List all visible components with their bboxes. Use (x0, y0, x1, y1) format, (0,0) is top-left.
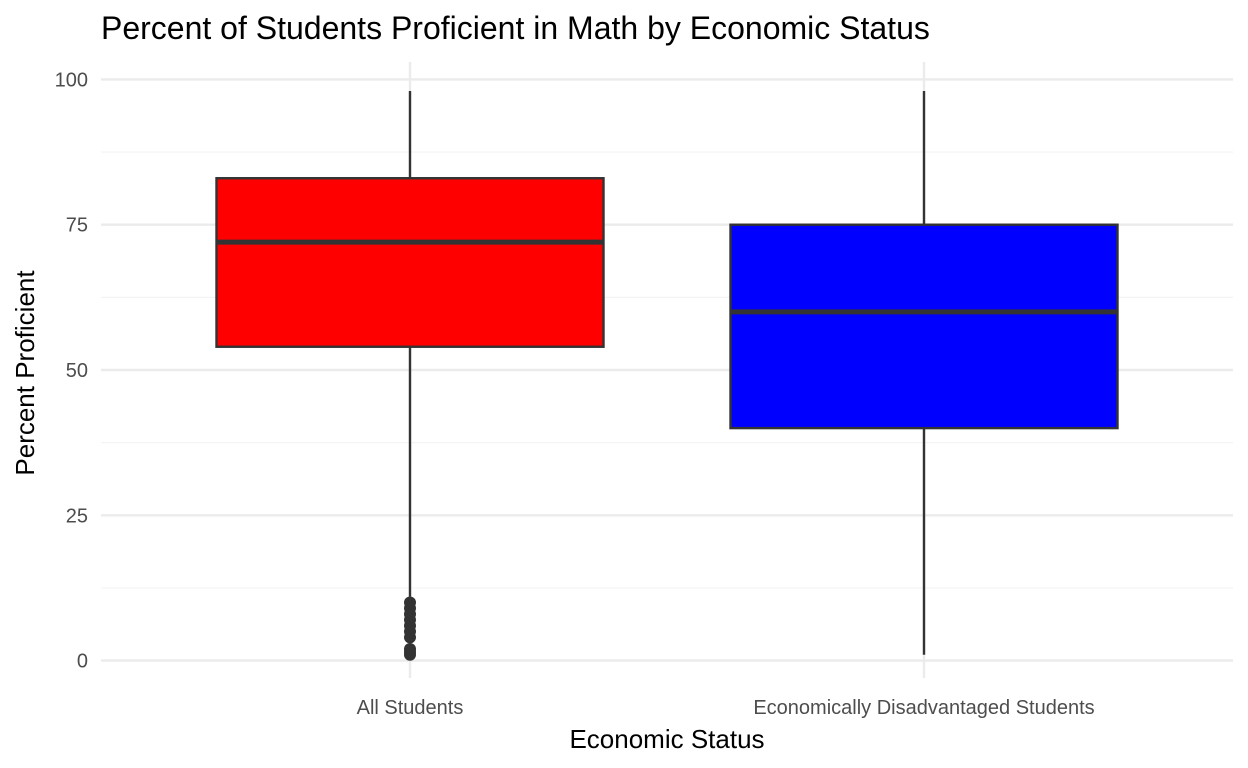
box-all-students (215, 91, 605, 661)
outlier-point (404, 596, 416, 609)
outlier-point (404, 642, 416, 655)
box-body (729, 223, 1119, 430)
y-tick-label: 100 (55, 69, 88, 91)
x-tick-label: Economically Disadvantaged Students (753, 697, 1094, 719)
y-tick-label: 50 (66, 360, 88, 382)
chart-title: Percent of Students Proficient in Math b… (101, 10, 930, 46)
box-economically-disadvantaged (729, 91, 1119, 655)
box-plots (215, 91, 1119, 661)
y-tick-label: 0 (77, 651, 88, 673)
y-axis-tick-labels: 0 25 50 75 100 (55, 69, 88, 672)
x-axis-tick-labels: All Students Economically Disadvantaged S… (357, 697, 1095, 719)
y-tick-label: 75 (66, 215, 88, 237)
x-tick-label: All Students (357, 697, 464, 719)
y-axis-title: Percent Proficient (10, 270, 40, 476)
y-tick-label: 25 (66, 505, 88, 527)
box-body (215, 177, 605, 348)
x-axis-title: Economic Status (569, 724, 764, 754)
